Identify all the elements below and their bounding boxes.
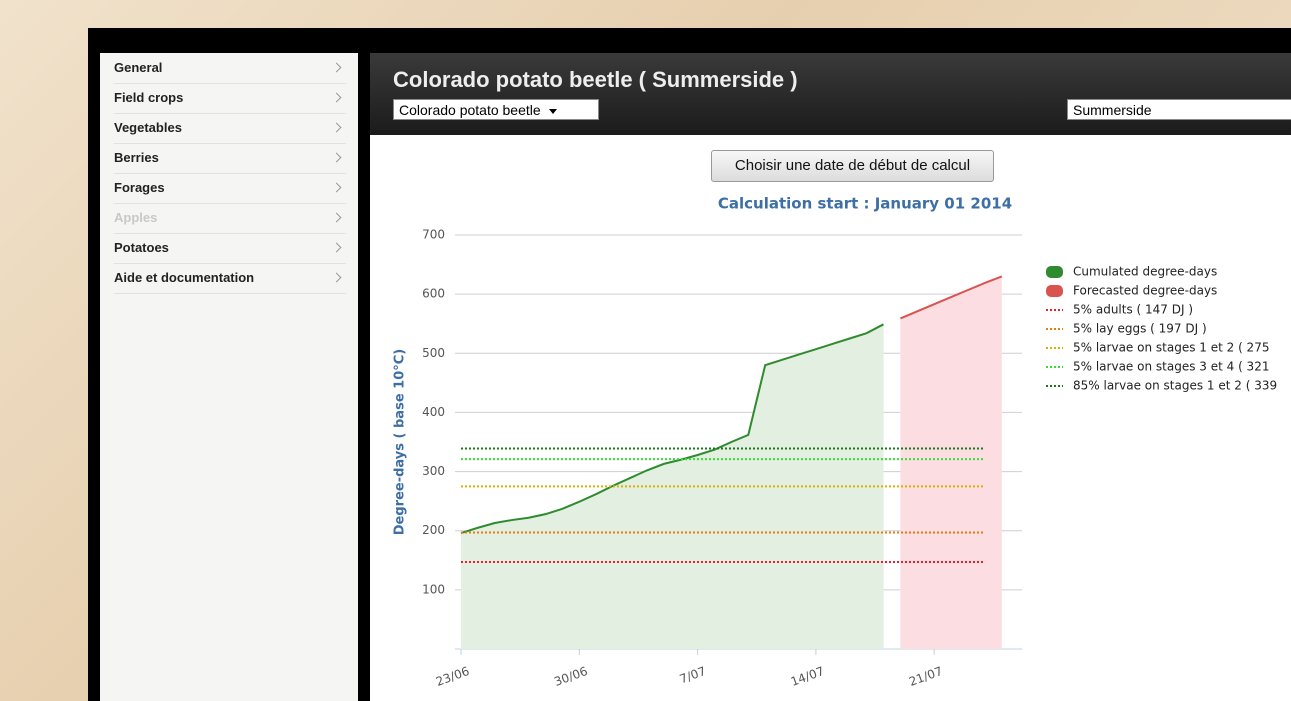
area-fill [900, 276, 1001, 649]
menu-item[interactable]: Aide et documentation [114, 263, 346, 294]
menu-item-label: Berries [114, 150, 159, 165]
menu-item[interactable]: Field crops [114, 83, 346, 114]
menu-item[interactable]: General [114, 53, 346, 84]
y-tick-label: 700 [422, 228, 445, 242]
legend-label: Forecasted degree-days [1073, 284, 1217, 298]
legend-label: 85% larvae on stages 1 et 2 ( 339 [1073, 379, 1277, 393]
chevron [332, 93, 342, 103]
menu-item-label: Potatoes [114, 240, 169, 255]
legend-label: 5% adults ( 147 DJ ) [1073, 303, 1193, 317]
x-tick-label: 14/07 [789, 664, 826, 689]
legend-swatch [1046, 285, 1063, 297]
y-tick-label: 300 [422, 464, 445, 478]
y-tick-label: 500 [422, 346, 445, 360]
menu-item[interactable]: Forages [114, 173, 346, 204]
chevron [332, 153, 342, 163]
menu-item-label: Forages [114, 180, 165, 195]
species-select[interactable]: Colorado potato beetle [393, 99, 599, 120]
content: Calculation start : January 01 2014 Degre… [370, 135, 1291, 701]
menu-item-label: Apples [114, 210, 157, 225]
chevron [332, 123, 342, 133]
sidebar: General Field crops Vegetables Berries Forag… [100, 53, 358, 701]
legend-label: 5% larvae on stages 3 et 4 ( 321 [1073, 360, 1269, 374]
page-title: Colorado potato beetle ( Summerside ) [393, 67, 798, 93]
caret [549, 109, 557, 114]
y-axis-title: Degree-days ( base 10°C) [393, 349, 408, 535]
legend-label: 5% lay eggs ( 197 DJ ) [1073, 322, 1207, 336]
menu-item-label: Field crops [114, 90, 183, 105]
menu-item[interactable]: Potatoes [114, 233, 346, 264]
legend-label: 5% larvae on stages 1 et 2 ( 275 [1073, 341, 1269, 355]
area-fill [461, 324, 884, 649]
y-tick-label: 100 [422, 582, 445, 596]
chevron [332, 183, 342, 193]
x-tick-label: 23/06 [434, 664, 471, 689]
x-tick-label: 7/07 [678, 664, 708, 686]
chevron [332, 273, 342, 283]
start-date-button[interactable]: Choisir une date de début de calcul [711, 150, 994, 182]
y-tick-label: 600 [422, 287, 445, 301]
x-tick-label: 21/07 [907, 664, 944, 689]
menu-item-label: Aide et documentation [114, 270, 254, 285]
legend-label: Cumulated degree-days [1073, 265, 1217, 279]
chevron [332, 63, 342, 73]
header: Colorado potato beetle ( Summerside ) Co… [370, 53, 1291, 135]
location-select-text: Summerside [1073, 102, 1152, 118]
legend-swatch [1046, 266, 1063, 278]
menu-item[interactable]: Vegetables [114, 113, 346, 144]
x-tick-label: 30/06 [552, 664, 589, 689]
menu-item[interactable]: Apples [114, 203, 346, 234]
location-select[interactable]: Summerside [1067, 99, 1291, 120]
chart-title: Calculation start : January 01 2014 [718, 195, 1012, 213]
menu-item[interactable]: Berries [114, 143, 346, 174]
y-tick-label: 200 [422, 523, 445, 537]
chart: Calculation start : January 01 2014 Degre… [370, 135, 1291, 701]
menu-item-label: General [114, 60, 162, 75]
species-select-text: Colorado potato beetle [399, 102, 541, 118]
y-tick-label: 400 [422, 405, 445, 419]
menu-item-label: Vegetables [114, 120, 182, 135]
page: General Field crops Vegetables Berries Forag… [0, 0, 1291, 701]
chevron [332, 213, 342, 223]
chevron [332, 243, 342, 253]
